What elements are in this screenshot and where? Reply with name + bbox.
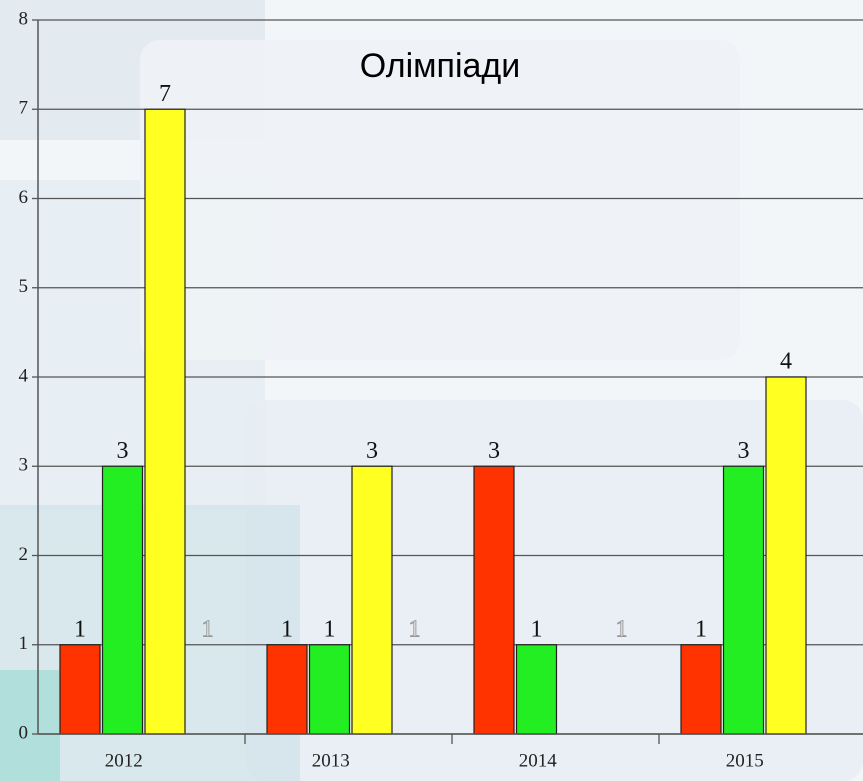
y-tick-label: 1 <box>19 633 29 654</box>
value-label: 1 <box>531 616 543 642</box>
bar <box>144 108 186 735</box>
value-label: 4 <box>780 349 792 375</box>
y-tick-label: 5 <box>19 276 29 297</box>
value-label: 3 <box>117 438 129 464</box>
bar <box>722 465 765 735</box>
x-tick-label: 2013 <box>312 750 350 771</box>
value-label: 1 <box>616 616 628 642</box>
bar <box>351 465 393 735</box>
y-tick-label: 8 <box>19 8 29 29</box>
bar <box>59 644 101 735</box>
bar <box>101 465 144 735</box>
x-tick-label: 2014 <box>519 750 558 771</box>
value-label: 3 <box>488 438 500 464</box>
chart-title: Олімпіади <box>360 47 521 85</box>
value-label: 1 <box>202 616 214 642</box>
bar <box>473 465 515 735</box>
value-label: 1 <box>324 616 336 642</box>
bar <box>680 644 722 735</box>
y-tick-label: 3 <box>19 455 29 476</box>
value-label: 1 <box>74 616 86 642</box>
value-label: 3 <box>738 438 750 464</box>
x-tick-label: 2012 <box>105 750 143 771</box>
value-label: 1 <box>695 616 707 642</box>
decor <box>140 40 740 360</box>
value-label: 7 <box>159 81 171 107</box>
bar <box>765 376 807 735</box>
value-label: 1 <box>281 616 293 642</box>
y-tick-label: 0 <box>19 722 29 743</box>
y-tick-label: 4 <box>19 365 29 386</box>
y-tick-label: 6 <box>19 187 29 208</box>
y-tick-label: 7 <box>19 98 29 119</box>
x-tick-label: 2015 <box>726 750 764 771</box>
bar <box>308 644 351 735</box>
y-tick-label: 2 <box>19 544 29 565</box>
bar <box>515 644 558 735</box>
value-label: 3 <box>366 438 378 464</box>
value-label: 1 <box>409 616 421 642</box>
bar <box>266 644 308 735</box>
decor <box>0 670 60 781</box>
